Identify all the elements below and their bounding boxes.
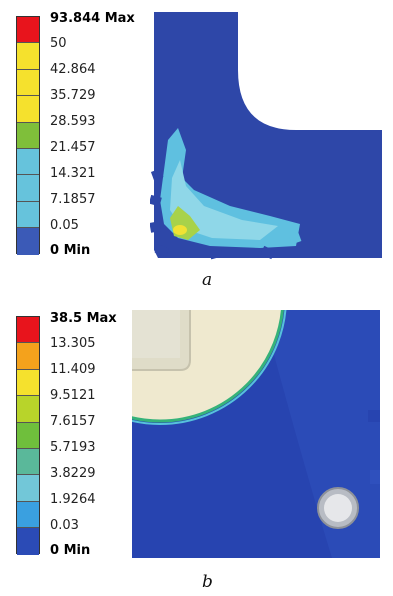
legend-b-label: 3.8229: [50, 466, 96, 481]
mesh-fragment-a: [209, 248, 223, 260]
legend-b-swatch: [17, 396, 39, 423]
legend-b-label: 0.03: [50, 518, 79, 533]
legend-b-label: 13.305: [50, 336, 96, 351]
legend-a-label: 21.457: [50, 140, 96, 155]
legend-b-swatch: [17, 343, 39, 370]
legend-a-swatch: [17, 175, 39, 202]
legend-b-swatch: [17, 317, 39, 344]
stress-hotspot-a: [173, 225, 187, 235]
legend-a-colorbar: [16, 16, 40, 255]
legend-a-swatch: [17, 69, 39, 97]
caption-b: b: [202, 572, 213, 592]
legend-a: 93.844 Max 50 42.864 35.729 28.593 21.45…: [16, 12, 156, 262]
legend-a-label: 50: [50, 36, 67, 51]
legend-b-swatch: [17, 422, 39, 449]
legend-b-swatch: [17, 448, 39, 476]
legend-a-swatch: [17, 148, 39, 176]
legend-b-min-label: 0 Min: [50, 543, 91, 558]
legend-a-swatch: [17, 228, 39, 255]
legend-a-label: 35.729: [50, 88, 96, 103]
legend-b-label: 1.9264: [50, 492, 96, 507]
mesh-fragment-b: [370, 470, 380, 484]
mesh-fragment-a: [150, 194, 162, 207]
mesh-fragment-a: [288, 232, 302, 245]
legend-a-label: 0.05: [50, 218, 79, 233]
corner-body-a: [154, 12, 382, 258]
mesh-fragment-a: [260, 245, 276, 260]
mesh-fragment-b: [368, 410, 380, 422]
legend-a-swatch: [17, 43, 39, 70]
inner-boss-face-b: [132, 310, 180, 358]
legend-b-label: 7.6157: [50, 414, 96, 429]
legend-a-min-label: 0 Min: [50, 243, 91, 258]
legend-b-label: 9.5121: [50, 388, 96, 403]
mesh-fragment-a: [150, 221, 161, 233]
legend-a-label: 28.593: [50, 114, 96, 129]
legend-a-swatch: [17, 96, 39, 123]
legend-a-swatch: [17, 201, 39, 229]
legend-b-colorbar: [16, 316, 40, 555]
legend-b-swatch: [17, 528, 39, 555]
mesh-fragment-a: [150, 168, 164, 181]
legend-b-label: 5.7193: [50, 440, 96, 455]
legend-a-swatch: [17, 122, 39, 149]
legend-b-max-label: 38.5 Max: [50, 311, 117, 326]
legend-b-swatch: [17, 369, 39, 397]
rim-green-b: [132, 310, 284, 423]
legend-b: 38.5 Max 13.305 11.409 9.5121 7.6157 5.7…: [16, 312, 156, 562]
contour-plot-a: [150, 12, 382, 260]
contour-plot-b: [132, 310, 380, 558]
legend-b-swatch: [17, 475, 39, 502]
legend-a-max-label: 93.844 Max: [50, 11, 135, 26]
rim-cyan-b: [132, 310, 287, 425]
caption-a: a: [202, 270, 213, 290]
legend-a-label: 14.321: [50, 166, 96, 181]
legend-b-label: 11.409: [50, 362, 96, 377]
legend-a-label: 42.864: [50, 62, 96, 77]
mesh-fragment-a: [154, 244, 170, 257]
stress-region-lightcyan-a: [170, 160, 278, 240]
legend-b-swatch: [17, 501, 39, 529]
bolt-inner-b: [324, 494, 352, 522]
legend-a-swatch: [17, 17, 39, 44]
legend-a-label: 7.1857: [50, 192, 96, 207]
